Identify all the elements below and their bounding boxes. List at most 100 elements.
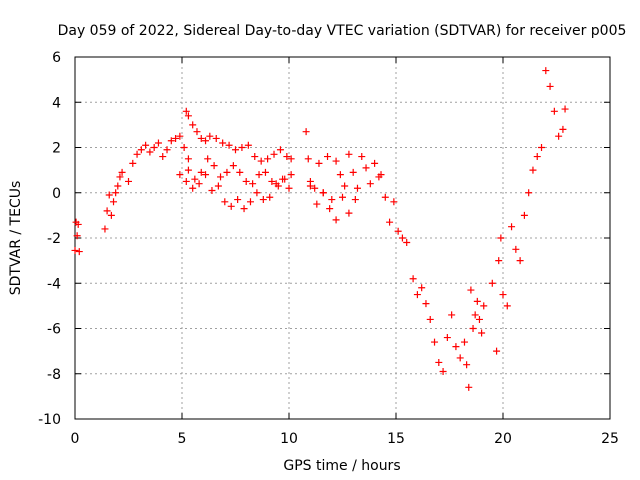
- y-tick-label: -10: [38, 412, 61, 428]
- data-point: [114, 182, 122, 190]
- x-tick-label: 20: [494, 431, 512, 447]
- y-tick-label: 6: [52, 50, 61, 66]
- data-point: [167, 137, 175, 145]
- x-tick-label: 15: [387, 431, 405, 447]
- data-point: [533, 153, 541, 161]
- data-point: [146, 148, 154, 156]
- data-point: [191, 175, 199, 183]
- data-point: [272, 180, 280, 188]
- data-point: [499, 291, 507, 299]
- data-point: [163, 146, 171, 154]
- data-point: [525, 189, 533, 197]
- data-point: [206, 132, 214, 140]
- data-point: [465, 383, 473, 391]
- data-points: [71, 67, 569, 391]
- data-point: [118, 168, 126, 176]
- data-point: [212, 134, 220, 142]
- data-point: [324, 153, 332, 161]
- x-tick-label: 0: [71, 431, 80, 447]
- data-point: [74, 220, 82, 228]
- data-point: [276, 146, 284, 154]
- data-point: [172, 134, 180, 142]
- data-point: [287, 155, 295, 163]
- data-point: [561, 105, 569, 113]
- x-tick-label: 25: [601, 431, 619, 447]
- x-axis-label: GPS time / hours: [283, 458, 400, 474]
- data-point: [452, 343, 460, 351]
- data-point: [137, 146, 145, 154]
- data-point: [105, 191, 113, 199]
- data-point: [176, 132, 184, 140]
- data-point: [463, 361, 471, 369]
- data-point: [503, 302, 511, 310]
- x-tick-label: 10: [280, 431, 298, 447]
- data-point: [439, 367, 447, 375]
- data-point: [302, 128, 310, 136]
- data-point: [336, 171, 344, 179]
- data-point: [512, 245, 520, 253]
- data-point: [478, 329, 486, 337]
- data-point: [242, 177, 250, 185]
- data-point: [516, 257, 524, 265]
- data-point: [180, 144, 188, 151]
- series-deep-dip: [409, 275, 468, 375]
- data-point: [418, 284, 426, 292]
- data-point: [75, 248, 83, 256]
- data-point: [480, 302, 488, 310]
- series-near-midnight: [71, 218, 83, 256]
- data-point: [493, 347, 501, 355]
- data-point: [422, 300, 430, 308]
- data-point: [448, 311, 456, 319]
- data-point: [107, 211, 115, 219]
- data-point: [306, 182, 314, 190]
- data-point: [225, 141, 233, 149]
- data-point: [315, 159, 323, 167]
- data-point: [538, 144, 546, 151]
- data-point: [270, 150, 278, 158]
- data-point: [456, 354, 464, 362]
- data-point: [287, 171, 295, 179]
- data-point: [193, 128, 201, 136]
- data-point: [112, 189, 120, 197]
- data-point: [283, 153, 291, 161]
- data-point: [328, 196, 336, 204]
- data-point: [339, 193, 346, 201]
- data-point: [159, 153, 167, 161]
- data-point: [244, 141, 252, 149]
- data-point: [227, 202, 235, 210]
- data-point: [542, 67, 550, 75]
- data-point: [460, 338, 468, 346]
- data-point: [311, 184, 319, 192]
- data-point: [469, 325, 477, 332]
- x-tick-label: 5: [178, 431, 187, 447]
- data-point: [208, 186, 216, 194]
- data-point: [390, 198, 398, 206]
- y-axis-label: SDTVAR / TECUs: [8, 181, 24, 296]
- y-tick-label: -2: [47, 231, 61, 247]
- data-point: [268, 177, 276, 185]
- data-point: [467, 286, 475, 294]
- data-point: [195, 180, 203, 188]
- data-point: [236, 168, 244, 176]
- data-point: [426, 315, 434, 323]
- data-point: [550, 107, 558, 115]
- data-point: [279, 175, 287, 183]
- data-point: [189, 184, 197, 192]
- data-point: [182, 107, 190, 115]
- data-point: [529, 166, 537, 174]
- data-point: [332, 157, 340, 165]
- data-point: [431, 338, 439, 346]
- data-point: [264, 155, 272, 163]
- data-point: [217, 173, 225, 181]
- data-point: [202, 137, 210, 145]
- data-point: [555, 132, 563, 140]
- y-tick-label: 2: [52, 141, 61, 157]
- series-second-dip: [463, 286, 488, 391]
- data-point: [249, 180, 257, 188]
- data-point: [345, 209, 353, 217]
- data-point: [332, 216, 340, 224]
- data-point: [253, 189, 261, 197]
- data-point: [488, 279, 496, 287]
- data-point: [125, 177, 132, 185]
- y-tick-label: -4: [47, 276, 61, 292]
